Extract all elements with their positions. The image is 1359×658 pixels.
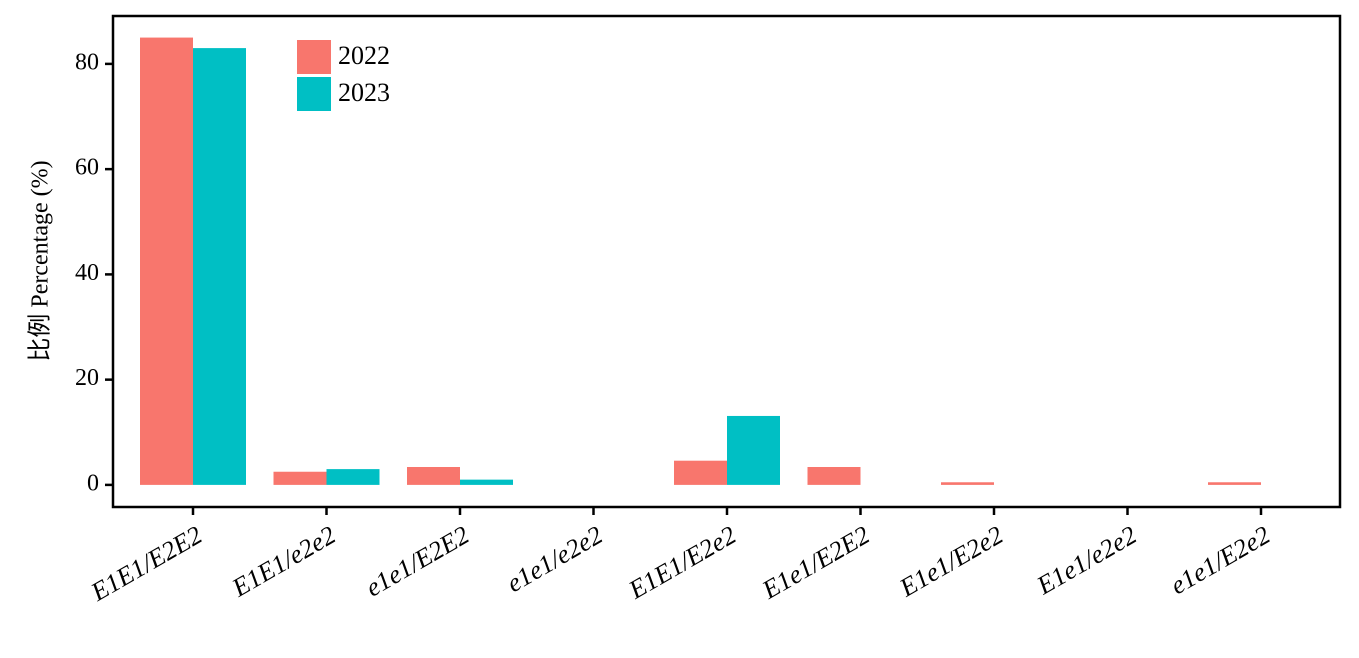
plot-frame [111,14,1342,509]
bar [326,469,380,485]
y-tick-label: 20 [75,365,99,391]
x-tick-label: E1E1/e2e2 [226,520,340,603]
x-tick-label: E1e1/e2e2 [1031,520,1141,600]
x-tick-label: E1e1/E2e2 [894,520,1008,603]
legend-label: 2023 [338,78,390,107]
x-tick-label: e1e1/E2e2 [1165,520,1275,600]
legend-swatch [297,40,331,74]
x-tick-label: e1e1/e2e2 [502,520,608,598]
bar [407,467,460,485]
bar [807,467,861,485]
legend-swatch [297,77,331,111]
x-tick-label: E1E1/E2e2 [623,520,741,605]
y-tick-label: 60 [75,155,99,181]
y-axis-label: 比例 Percentage (%) [27,160,54,361]
bar [674,460,727,485]
bar [727,415,780,485]
bar [460,479,513,485]
bar [140,37,193,485]
bar [193,48,246,485]
legend-label: 2022 [338,41,390,70]
x-tick-label: E1E1/E2E2 [85,520,207,607]
bar [273,471,327,485]
bar [941,482,994,485]
y-tick-label: 80 [75,49,99,75]
x-tick-label: E1e1/E2E2 [757,520,875,605]
y-tick-label: 0 [87,470,99,496]
y-tick-label: 40 [75,260,99,286]
x-tick-label: e1e1/E2E2 [361,520,474,602]
bar [1208,482,1261,485]
